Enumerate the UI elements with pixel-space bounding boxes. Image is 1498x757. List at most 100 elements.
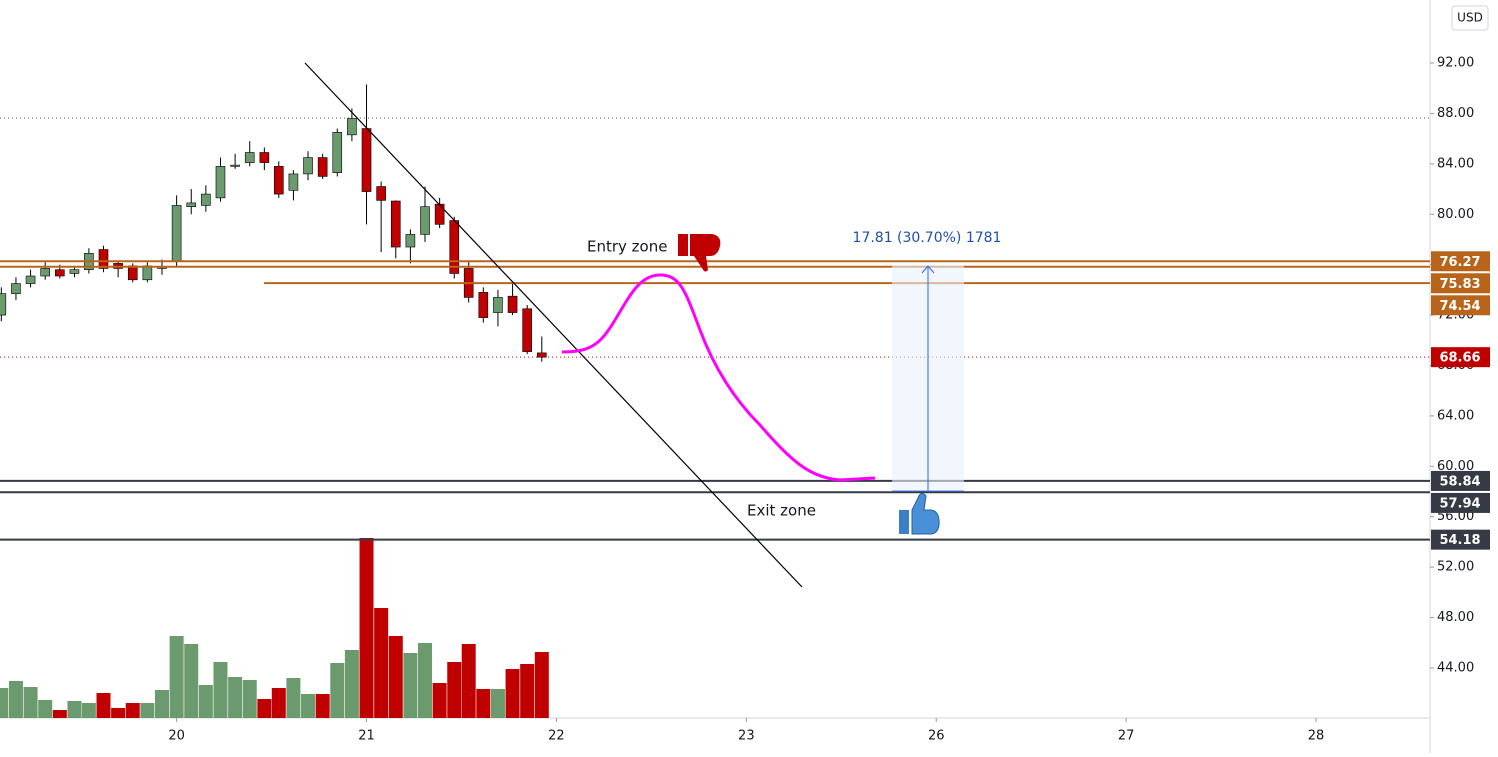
candle-body (273, 166, 284, 195)
y-tick-label: 92.00 (1437, 56, 1474, 71)
price-tag (1431, 295, 1490, 316)
candle-body (142, 265, 153, 281)
volume-bar (140, 703, 155, 718)
volume-bar (476, 689, 491, 718)
volume-bar (154, 690, 169, 718)
x-tick-label: 27 (1118, 729, 1135, 744)
entry-zone-label: Entry zone (587, 238, 667, 256)
volume-bar (403, 653, 418, 718)
currency-box (1451, 5, 1489, 31)
candle-body (230, 164, 240, 167)
x-tick-label: 21 (358, 729, 375, 744)
price-tag-label: 68.66 (1439, 351, 1480, 366)
volume-bar (125, 703, 140, 718)
volume-bar (520, 664, 535, 718)
volume-bar (505, 669, 520, 718)
volume-bar (38, 700, 53, 718)
price-tag-label: 74.54 (1439, 299, 1480, 314)
y-tick-label: 56.00 (1437, 509, 1474, 524)
volume-bar (271, 688, 286, 718)
x-tick-label: 22 (548, 729, 565, 744)
price-tag (1431, 492, 1490, 513)
volume-bar (447, 662, 462, 718)
currency-label: USD (1457, 11, 1483, 25)
candle-body (244, 152, 255, 163)
candle-body (522, 308, 532, 352)
volume-bar (432, 683, 447, 718)
price-tag-label: 76.27 (1439, 255, 1480, 270)
candle-body (69, 269, 80, 274)
candle-body (171, 205, 182, 262)
candle-body (0, 293, 7, 316)
x-tick-label: 23 (738, 729, 755, 744)
candle-body (449, 220, 460, 274)
volume-bar (330, 663, 345, 718)
y-tick-label: 88.00 (1437, 106, 1474, 121)
candle-body (434, 203, 445, 225)
candle-body (25, 275, 36, 284)
price-tag-label: 75.83 (1439, 277, 1480, 292)
volume-bar (534, 652, 549, 718)
y-tick-label: 60.00 (1437, 459, 1474, 474)
volume-bar (242, 680, 257, 718)
volume-bar (301, 694, 316, 718)
volume-bar (81, 703, 96, 718)
volume-bar (96, 693, 111, 718)
candle-body (390, 200, 401, 248)
price-tag-label: 54.18 (1439, 533, 1480, 548)
volume-bar (359, 538, 374, 718)
price-tag (1431, 273, 1490, 294)
volume-bar (8, 681, 23, 718)
volume-bar (418, 643, 433, 718)
volume-bar (490, 689, 505, 718)
volume-bar (67, 701, 82, 718)
candle-body (507, 295, 518, 313)
candle-body (361, 128, 372, 192)
volume-bar (23, 687, 38, 718)
candle-body (55, 269, 65, 277)
price-tag-label: 57.94 (1439, 496, 1480, 511)
volume-bar (461, 644, 476, 718)
y-tick-label: 84.00 (1437, 156, 1474, 171)
price-tag-label: 58.84 (1439, 474, 1480, 489)
plot: 44.0048.0052.0056.0060.0064.0068.0072.00… (0, 56, 1474, 744)
y-tick-label: 44.00 (1437, 660, 1474, 675)
volume-bar (374, 608, 389, 718)
candle-body (478, 292, 489, 318)
thumbs-down-icon (678, 234, 721, 272)
price-tag (1431, 347, 1490, 368)
volume-bar (213, 662, 228, 718)
volume-bar (257, 699, 272, 718)
volume-bar (0, 688, 9, 718)
volume-bar (111, 708, 126, 718)
thumbs-up-icon (899, 492, 940, 535)
trend-line (304, 62, 803, 588)
volume-bar (388, 636, 403, 718)
price-tag (1431, 529, 1490, 550)
y-tick-label: 52.00 (1437, 560, 1474, 575)
candle-body (332, 132, 343, 173)
exit-zone-label: Exit zone (747, 502, 816, 520)
volume-bar (344, 650, 359, 718)
candle-body (127, 265, 138, 281)
candle-body (288, 173, 299, 191)
candle-body (405, 234, 416, 248)
candle-body (40, 268, 50, 277)
price-tag (1431, 470, 1490, 491)
candle-body (215, 166, 226, 199)
price-tag (1431, 251, 1490, 272)
volume-bar (52, 710, 67, 718)
measure-label: 17.81 (30.70%) 1781 (853, 230, 1002, 246)
candle-body (201, 193, 211, 206)
volume-bar (315, 694, 330, 718)
candle-body (493, 297, 503, 313)
candle-body (186, 202, 197, 207)
volume-bar (228, 677, 243, 718)
candle-body (420, 206, 430, 235)
candle-body (11, 283, 21, 294)
y-tick-label: 80.00 (1437, 207, 1474, 222)
candle-body (259, 152, 270, 163)
candle-body (347, 118, 357, 136)
candle-body (303, 157, 313, 175)
